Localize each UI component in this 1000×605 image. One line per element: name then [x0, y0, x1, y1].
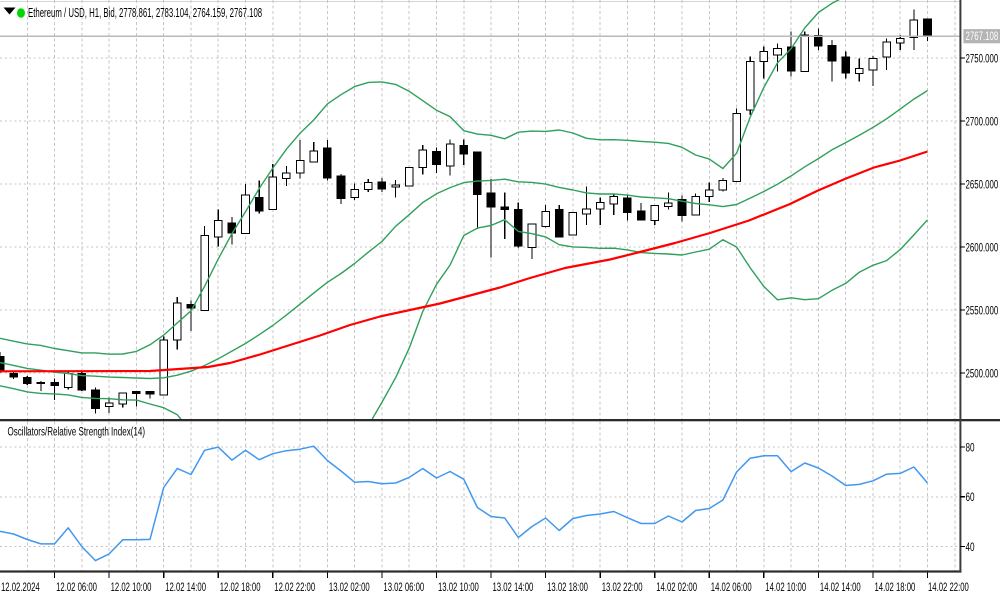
- svg-text:2550.000: 2550.000: [966, 305, 999, 318]
- svg-text:60: 60: [966, 492, 975, 505]
- svg-text:14.02 22:00: 14.02 22:00: [928, 581, 969, 594]
- svg-text:12.02 22:00: 12.02 22:00: [274, 581, 315, 594]
- svg-text:13.02 18:00: 13.02 18:00: [547, 581, 588, 594]
- svg-text:14.02 18:00: 14.02 18:00: [875, 581, 916, 594]
- svg-text:14.02 02:00: 14.02 02:00: [656, 581, 697, 594]
- svg-text:Ethereum / USD, H1, Bid, 2778.: Ethereum / USD, H1, Bid, 2778.861, 2783.…: [28, 6, 262, 21]
- svg-text:12.02.2024: 12.02.2024: [1, 581, 40, 594]
- svg-text:2767.108: 2767.108: [966, 30, 999, 43]
- svg-text:2750.000: 2750.000: [966, 53, 999, 66]
- svg-text:13.02 06:00: 13.02 06:00: [383, 581, 424, 594]
- svg-text:12.02 10:00: 12.02 10:00: [111, 581, 152, 594]
- svg-text:13.02 22:00: 13.02 22:00: [602, 581, 643, 594]
- svg-text:12.02 14:00: 12.02 14:00: [165, 581, 206, 594]
- svg-text:12.02 06:00: 12.02 06:00: [56, 581, 97, 594]
- svg-text:2700.000: 2700.000: [966, 116, 999, 129]
- svg-text:40: 40: [966, 542, 975, 555]
- svg-text:13.02 10:00: 13.02 10:00: [438, 581, 479, 594]
- svg-text:80: 80: [966, 442, 975, 455]
- svg-text:12.02 18:00: 12.02 18:00: [220, 581, 261, 594]
- svg-text:13.02 14:00: 13.02 14:00: [493, 581, 534, 594]
- svg-text:2600.000: 2600.000: [966, 242, 999, 255]
- svg-text:Oscillators/Relative Strength: Oscillators/Relative Strength Index(14): [8, 426, 145, 439]
- svg-text:2650.000: 2650.000: [966, 179, 999, 192]
- svg-text:13.02 02:00: 13.02 02:00: [329, 581, 370, 594]
- svg-text:14.02 14:00: 14.02 14:00: [820, 581, 861, 594]
- svg-text:14.02 06:00: 14.02 06:00: [711, 581, 752, 594]
- svg-text:14.02 10:00: 14.02 10:00: [765, 581, 806, 594]
- svg-text:2500.000: 2500.000: [966, 368, 999, 381]
